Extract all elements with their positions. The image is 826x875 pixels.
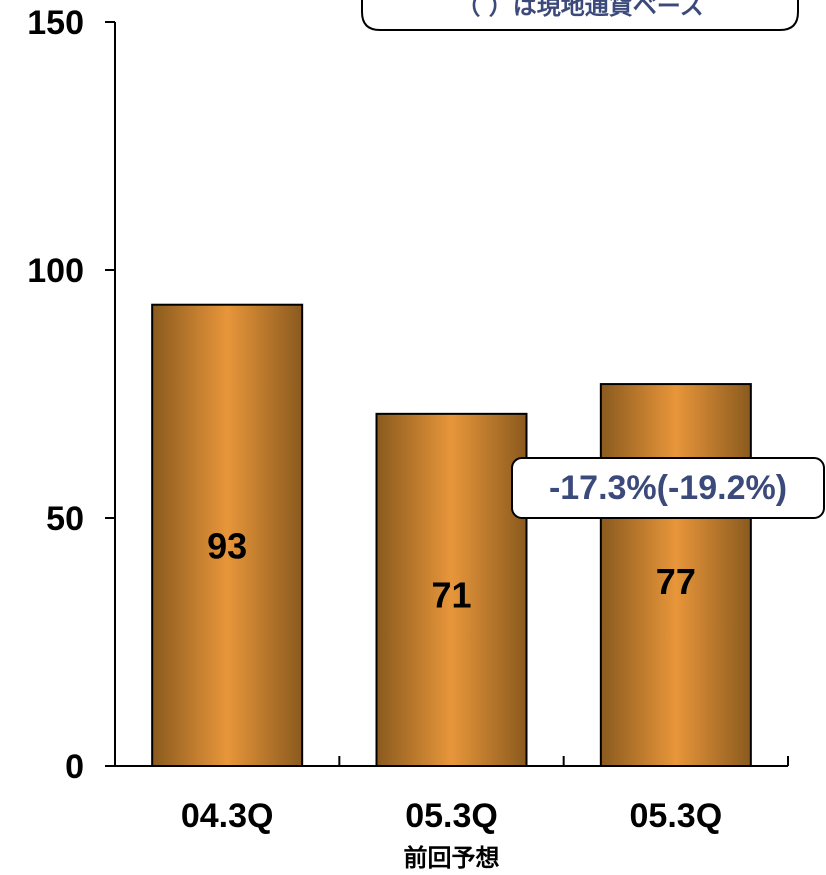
change-callout-box (511, 457, 825, 519)
currency-note-text: （ ）は現地通貨ベース (456, 0, 703, 20)
bar (599, 383, 752, 767)
bar-value-label: 71 (431, 575, 471, 616)
bar-value-label: 77 (656, 561, 696, 602)
y-tick-label: 100 (27, 252, 84, 290)
y-tick-label: 50 (46, 500, 84, 538)
bar (151, 303, 304, 767)
bar (375, 412, 528, 767)
x-category-label: 05.3Q (405, 797, 498, 835)
bar-value-label: 93 (207, 525, 247, 566)
currency-note: （ ）は現地通貨ベース (361, 0, 799, 31)
x-category-label: 04.3Q (181, 797, 274, 835)
change-callout: -17.3%(-19.2%) (511, 457, 825, 519)
y-tick-label: 0 (65, 748, 84, 786)
change-callout-text: -17.3%(-19.2%) (549, 469, 787, 507)
x-category-label: 05.3Q (630, 797, 723, 835)
labels: 93 04.3Q 71 05.3Q 前回予想 77 05.3Q (181, 525, 722, 872)
bars (151, 303, 752, 767)
y-tick-label: 150 (27, 4, 84, 42)
x-category-sublabel: 前回予想 (404, 844, 500, 872)
currency-note-box (361, 0, 799, 31)
